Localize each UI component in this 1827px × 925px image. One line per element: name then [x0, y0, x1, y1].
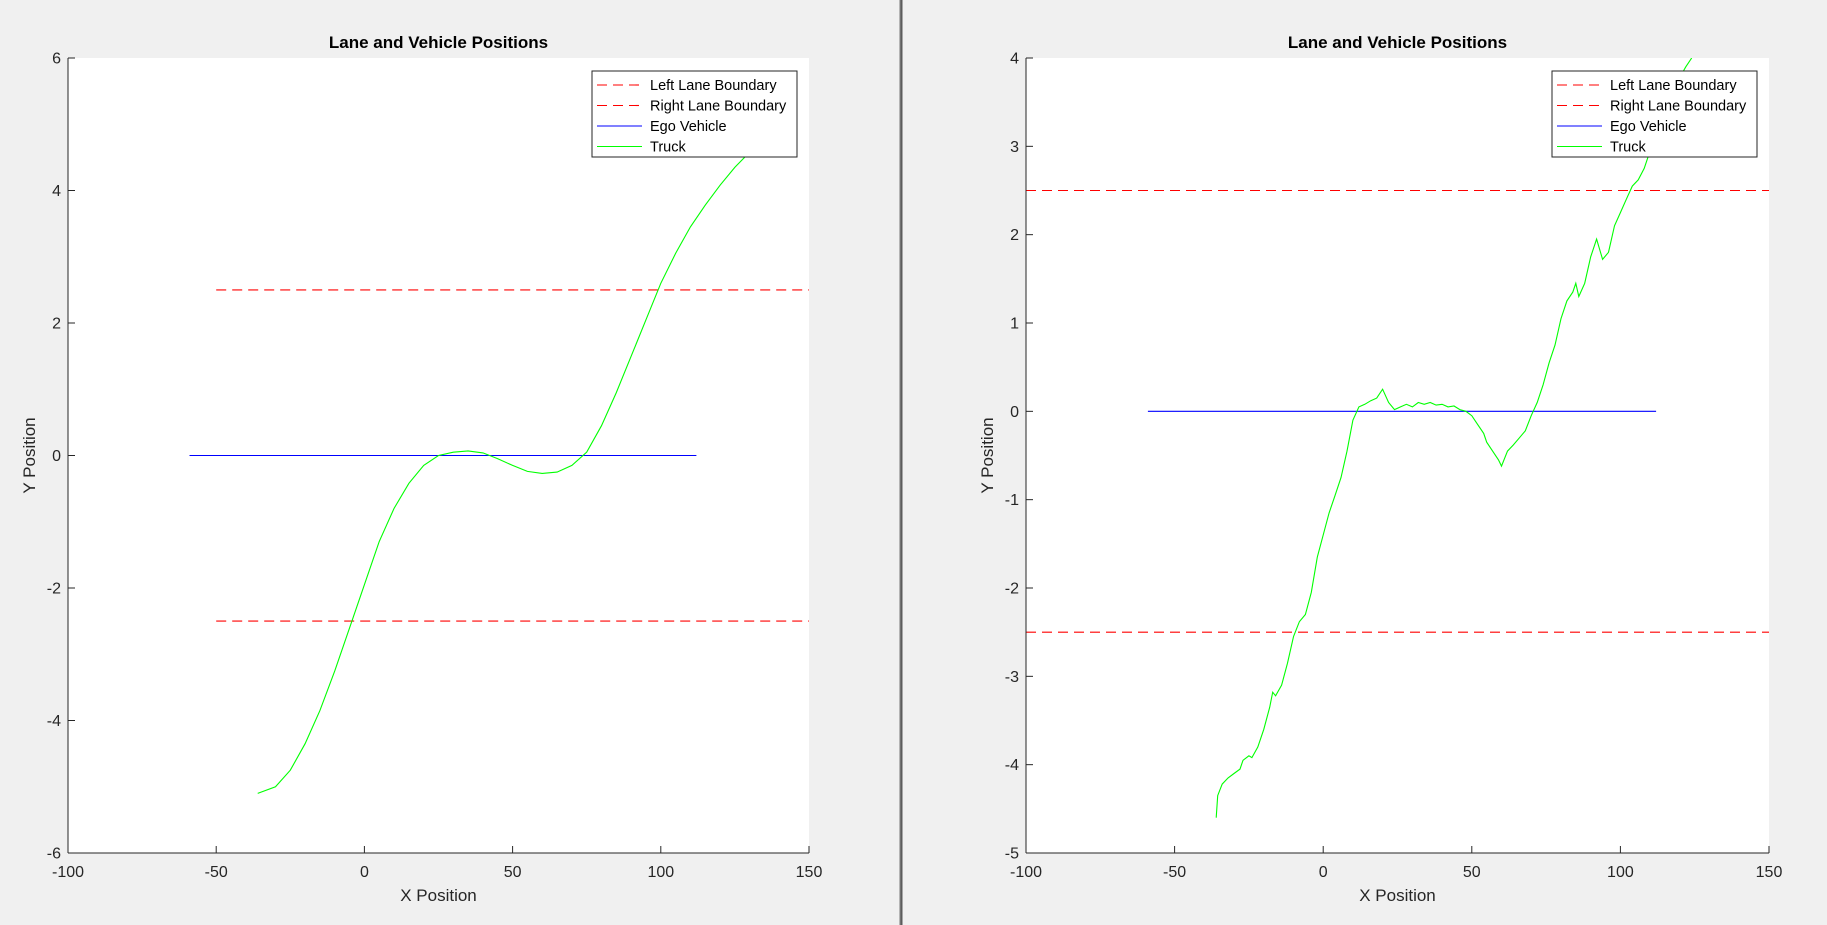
plot-lines: [189, 123, 809, 794]
plot-area[interactable]: [1026, 58, 1769, 853]
x-axis-label: X Position: [400, 886, 477, 905]
legend-label: Right Lane Boundary: [1610, 99, 1747, 115]
chart-title: Lane and Vehicle Positions: [329, 33, 548, 52]
legend-label: Truck: [650, 140, 686, 156]
y-tick-label: -2: [1005, 581, 1019, 598]
legend-label: Right Lane Boundary: [650, 99, 787, 115]
legend-label: Truck: [1610, 140, 1646, 156]
y-tick-label: -5: [1005, 846, 1019, 863]
legend[interactable]: Left Lane Boundary Right Lane Boundary Ego…: [591, 70, 798, 158]
chart-left: -100 -50 0 50 100 150 -6 -4 -2 0 2 4 6 Lane and Vehic…: [20, 33, 823, 905]
legend-label: Left Lane Boundary: [1610, 78, 1737, 94]
chart-right: -100 -50 0 50 100 150 -5 -4 -3 -2 -1 0 1 2 3 4 Lane and …: [978, 33, 1783, 905]
y-tick-label: 0: [52, 448, 61, 465]
y-tick-label: 2: [1010, 227, 1019, 244]
series-line-3: [1215, 58, 1693, 818]
x-tick-label: 100: [1607, 864, 1634, 881]
y-axis-label: Y Position: [20, 417, 39, 493]
x-tick-label: -50: [1163, 864, 1186, 881]
y-tick-label: 4: [52, 183, 61, 200]
x-tick-label: 50: [504, 864, 522, 881]
legend-label: Left Lane Boundary: [650, 78, 777, 94]
y-tick-label: -4: [47, 713, 61, 730]
legend-label: Ego Vehicle: [1610, 119, 1687, 135]
y-tick-label: 0: [1010, 404, 1019, 421]
x-tick-label: -100: [52, 864, 84, 881]
y-tick-label: 1: [1010, 316, 1019, 333]
y-tick-label: -1: [1005, 492, 1019, 509]
x-tick-label: -100: [1010, 864, 1042, 881]
y-tick-label: -3: [1005, 669, 1019, 686]
y-axis-label: Y Position: [978, 417, 997, 493]
legend-box: [1551, 70, 1758, 158]
x-tick-label: 50: [1463, 864, 1481, 881]
series-line-3: [257, 123, 780, 794]
figure-window-right: -100 -50 0 50 100 150 -5 -4 -3 -2 -1 0 1 2 3 4 Lane and …: [903, 0, 1827, 925]
y-tick-label: 4: [1010, 51, 1019, 68]
y-tick-label: 3: [1010, 139, 1019, 156]
chart-title: Lane and Vehicle Positions: [1288, 33, 1507, 52]
x-tick-label: 0: [360, 864, 369, 881]
y-tick-label: 6: [52, 51, 61, 68]
legend[interactable]: Left Lane Boundary Right Lane Boundary Ego…: [1551, 70, 1758, 158]
figure-window-left: -100 -50 0 50 100 150 -6 -4 -2 0 2 4 6 Lane and Vehic…: [0, 0, 899, 925]
y-tick-label: -4: [1005, 757, 1019, 774]
x-tick-label: -50: [205, 864, 228, 881]
y-tick-label: -2: [47, 581, 61, 598]
y-tick-label: 2: [52, 316, 61, 333]
x-tick-label: 150: [796, 864, 823, 881]
window-divider[interactable]: [899, 0, 903, 925]
plot-lines: [1026, 58, 1769, 818]
x-tick-label: 100: [647, 864, 674, 881]
x-tick-label: 0: [1319, 864, 1328, 881]
y-tick-label: -6: [47, 846, 61, 863]
legend-label: Ego Vehicle: [650, 119, 727, 135]
x-axis-label: X Position: [1359, 886, 1436, 905]
x-tick-label: 150: [1756, 864, 1783, 881]
legend-box: [591, 70, 798, 158]
